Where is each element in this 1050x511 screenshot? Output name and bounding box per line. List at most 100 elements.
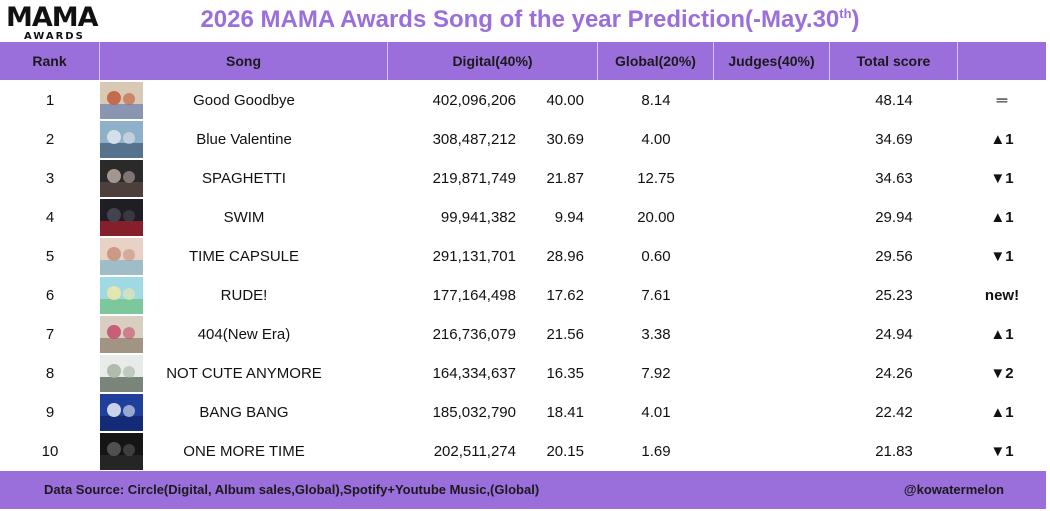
total-score: 24.94 [875,326,913,343]
footer-bar: Data Source: Circle(Digital, Album sales… [0,471,1046,509]
total-score: 29.94 [875,209,913,226]
title-superscript: th [839,6,852,21]
total-score: 24.26 [875,365,913,382]
digital-count: 177,164,498 [432,287,516,304]
digital-count: 164,334,637 [432,365,516,382]
song-title: NOT CUTE ANYMORE [166,365,322,382]
header-judges: Judges(40%) [714,42,830,80]
rank-change: ▲1 [990,326,1014,343]
header-global: Global(20%) [598,42,714,80]
title-main: 2026 MAMA Awards Song of the year Predic… [200,6,840,33]
album-art-thumbnail [100,355,143,392]
global-score: 3.38 [641,326,671,343]
header-digital: Digital(40%) [388,42,598,80]
digital-score: 30.69 [546,131,584,148]
rank-cell: 2 [45,131,55,148]
global-score: 0.60 [641,248,671,265]
digital-count: 216,736,079 [432,326,516,343]
table-row: 3 SPAGHETTI 219,871,749 21.87 12.75 34.63 ▼1 [0,159,1046,198]
data-source: Data Source: Circle(Digital, Album sales… [44,482,540,497]
digital-score: 9.94 [554,209,584,226]
song-title: Blue Valentine [196,131,292,148]
global-score: 1.69 [641,443,671,460]
digital-score: 17.62 [546,287,584,304]
header-rank: Rank [0,42,100,80]
rank-cell: 3 [45,170,55,187]
digital-score: 40.00 [546,92,584,109]
rank-change: ▲1 [990,209,1014,226]
album-art-thumbnail [100,121,143,158]
song-title: ONE MORE TIME [183,443,305,460]
rank-cell: 1 [45,92,55,109]
rank-change: ▼1 [990,443,1014,460]
song-title: SWIM [223,209,265,226]
table-row: 1 Good Goodbye 402,096,206 40.00 8.14 48.14 ═ [0,81,1046,120]
rank-change: ═ [996,92,1008,109]
mama-awards-logo: MAMA AWARDS [6,2,106,42]
header-change [958,42,1046,80]
page-title: 2026 MAMA Awards Song of the year Predic… [150,6,910,34]
global-score: 12.75 [637,170,675,187]
title-close: ) [851,6,860,33]
digital-score: 18.41 [546,404,584,421]
logo-subtitle: AWARDS [24,31,85,42]
rank-cell: 4 [45,209,55,226]
digital-count: 185,032,790 [432,404,516,421]
total-score: 21.83 [875,443,913,460]
total-score: 22.42 [875,404,913,421]
album-art-thumbnail [100,160,143,197]
album-art-thumbnail [100,238,143,275]
digital-score: 21.87 [546,170,584,187]
header-song: Song [100,42,388,80]
album-art-thumbnail [100,82,143,119]
rank-change: ▲1 [990,131,1014,148]
total-score: 25.23 [875,287,913,304]
song-title: 404(New Era) [197,326,291,343]
rank-cell: 7 [45,326,55,343]
global-score: 7.92 [641,365,671,382]
rank-change: ▼1 [990,248,1014,265]
logo-wordmark: MAMA [6,2,99,33]
global-score: 8.14 [641,92,671,109]
digital-count: 99,941,382 [440,209,516,226]
author-credit: @kowatermelon [903,482,1004,497]
table-header: Rank Song Digital(40%) Global(20%) Judge… [0,42,1046,80]
table-row: 6 RUDE! 177,164,498 17.62 7.61 25.23 new! [0,276,1046,315]
table-row: 8 NOT CUTE ANYMORE 164,334,637 16.35 7.92 24.… [0,354,1046,393]
album-art-thumbnail [100,199,143,236]
rank-cell: 10 [41,443,59,460]
digital-score: 20.15 [546,443,584,460]
table-row: 2 Blue Valentine 308,487,212 30.69 4.00 34.69… [0,120,1046,159]
rank-cell: 9 [45,404,55,421]
total-score: 34.69 [875,131,913,148]
table-row: 10 ONE MORE TIME 202,511,274 20.15 1.69 21.83… [0,432,1046,471]
header-total: Total score [830,42,958,80]
album-art-thumbnail [100,394,143,431]
rank-change: ▲1 [990,404,1014,421]
song-title: BANG BANG [199,404,289,421]
digital-count: 219,871,749 [432,170,516,187]
song-title: Good Goodbye [193,92,295,109]
rank-cell: 6 [45,287,55,304]
digital-count: 291,131,701 [432,248,516,265]
global-score: 20.00 [637,209,675,226]
rank-cell: 8 [45,365,55,382]
album-art-thumbnail [100,433,143,470]
rank-cell: 5 [45,248,55,265]
total-score: 48.14 [875,92,913,109]
digital-score: 16.35 [546,365,584,382]
digital-count: 308,487,212 [432,131,516,148]
song-title: TIME CAPSULE [188,248,300,265]
song-title: SPAGHETTI [202,170,286,187]
global-score: 4.00 [641,131,671,148]
total-score: 29.56 [875,248,913,265]
digital-count: 202,511,274 [433,443,516,460]
rank-change: ▼1 [990,170,1014,187]
table-row: 9 BANG BANG 185,032,790 18.41 4.01 22.42 ▲1 [0,393,1046,432]
total-score: 34.63 [875,170,913,187]
album-art-thumbnail [100,316,143,353]
song-title: RUDE! [220,287,268,304]
album-art-thumbnail [100,277,143,314]
table-row: 4 SWIM 99,941,382 9.94 20.00 29.94 ▲1 [0,198,1046,237]
digital-score: 21.56 [546,326,584,343]
